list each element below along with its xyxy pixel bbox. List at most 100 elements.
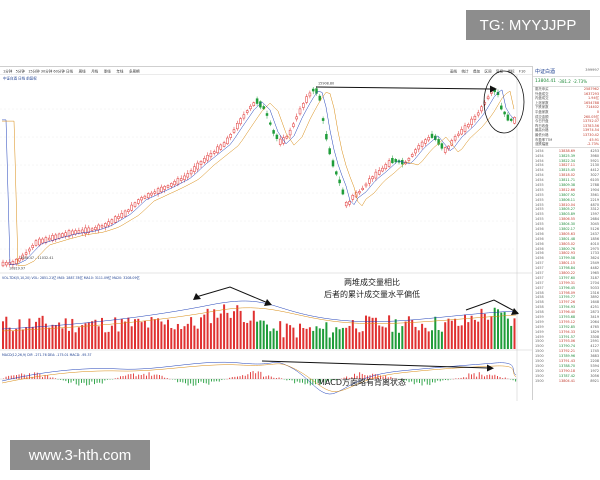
tick-row[interactable]: 1455 13806.11 2219 xyxy=(533,198,600,203)
tick-row[interactable]: 1500 13788.70 5394 xyxy=(533,364,600,369)
candle-up xyxy=(242,114,246,119)
tick-row[interactable]: 1458 13794.93 4251 xyxy=(533,305,600,310)
tick-row[interactable]: 1456 13800.76 2975 xyxy=(533,247,600,252)
toolbar-tool-2[interactable]: 叠加 xyxy=(473,69,481,74)
macd-bar-pos xyxy=(133,373,134,379)
toolbar-tool-3[interactable]: 区间 xyxy=(485,69,493,74)
candle-up xyxy=(8,262,11,265)
toolbar-period-10[interactable]: 多周期 xyxy=(129,69,140,74)
candle-up xyxy=(236,123,239,130)
candle-up xyxy=(1,261,5,267)
tick-row[interactable]: 1454 13818.02 3027 xyxy=(533,173,600,178)
macd-bar-pos xyxy=(473,373,475,379)
macd-bar-pos xyxy=(504,377,506,379)
tick-row[interactable]: 1457 13800.22 1965 xyxy=(533,271,600,276)
tick-row[interactable]: 1458 13795.77 3892 xyxy=(533,295,600,300)
tick-row[interactable]: 1455 13810.04 4870 xyxy=(533,203,600,208)
tick-row[interactable]: 1455 13805.27 3312 xyxy=(533,207,600,212)
volume-bar-up xyxy=(147,327,150,349)
volume-arrowhead-2 xyxy=(264,299,272,306)
macd-bar-neg xyxy=(88,379,90,385)
macd-bar-pos xyxy=(276,378,277,379)
tick-row[interactable]: 1500 13787.42 3056 xyxy=(533,374,600,379)
macd-bar-neg xyxy=(299,379,301,383)
tick-row[interactable]: 1500 13790.74 4127 xyxy=(533,344,600,349)
tick-row[interactable]: 1455 13806.55 2684 xyxy=(533,217,600,222)
tick-row[interactable]: 1457 13797.60 3187 xyxy=(533,276,600,281)
candle-up xyxy=(358,191,361,194)
toolbar-tool-1[interactable]: 统计 xyxy=(462,69,470,74)
tick-row[interactable]: 1500 13791.43 2208 xyxy=(533,359,600,364)
chart-area[interactable]: 1分钟 5分钟 15分钟 30分钟 60分钟 日线 周线 月线 季线 年线 多周期 画线 统计 叠加 区间复… xyxy=(0,66,532,401)
tick-time: 1455 xyxy=(535,212,544,217)
tick-row[interactable]: 1459 13794.33 1829 xyxy=(533,330,600,335)
tick-row[interactable]: 1455 13803.89 1597 xyxy=(533,212,600,217)
tick-row[interactable]: 1500 13790.18 1972 xyxy=(533,369,600,374)
quote-field-label: 内盘成交 xyxy=(535,96,549,101)
toolbar-period-1[interactable]: 5分钟 xyxy=(16,69,26,74)
candle-up xyxy=(14,258,18,264)
quote-field-label: 上涨家数 xyxy=(535,100,549,105)
quote-field-label: 下跌家数 xyxy=(535,105,549,110)
toolbar-period-7[interactable]: 月线 xyxy=(91,69,98,74)
tick-price: 13802.93 xyxy=(558,251,576,256)
macd-bar-pos xyxy=(343,377,345,379)
tick-row[interactable]: 1458 13797.26 1648 xyxy=(533,300,600,305)
tick-row[interactable]: 1457 13801.15 2549 xyxy=(533,261,600,266)
tick-row[interactable]: 1500 13793.06 2591 xyxy=(533,339,600,344)
volume-bar-up xyxy=(140,322,143,349)
toolbar-period-9[interactable]: 年线 xyxy=(116,69,123,74)
kline-chart[interactable]: 1分钟 5分钟 15分钟 30分钟 60分钟 日线 周线 月线 季线 年线 多周期 画线 统计 叠加 区间复… xyxy=(0,67,532,401)
tick-row[interactable]: 1459 13792.85 4765 xyxy=(533,325,600,330)
tick-row[interactable]: 1458 13796.40 2873 xyxy=(533,310,600,315)
tick-row[interactable]: 1459 13793.68 3419 xyxy=(533,315,600,320)
toolbar-period-0[interactable]: 1分钟 xyxy=(3,69,13,74)
tick-row[interactable]: 1455 13812.66 1904 xyxy=(533,188,600,193)
toolbar-tool-4[interactable]: 复权 xyxy=(496,69,504,74)
volume-bar-up xyxy=(384,327,387,349)
tick-row[interactable]: 1455 13809.38 2788 xyxy=(533,183,600,188)
volume-bar-up xyxy=(190,317,193,349)
tick-row[interactable]: 1456 13805.63 2437 xyxy=(533,232,600,237)
tick-row[interactable]: 1454 13811.71 6105 xyxy=(533,178,600,183)
macd-bar-neg xyxy=(200,379,202,382)
tick-row[interactable]: 1500 13789.96 3683 xyxy=(533,354,600,359)
tick-row[interactable]: 1456 13801.48 1856 xyxy=(533,237,600,242)
tick-row[interactable]: 1457 13799.31 2704 xyxy=(533,281,600,286)
toolbar-period-8[interactable]: 季线 xyxy=(104,69,111,74)
tick-row[interactable]: 1459 13795.12 2064 xyxy=(533,320,600,325)
toolbar-period-6[interactable]: 周线 xyxy=(79,69,86,74)
tick-time: 1455 xyxy=(535,197,544,202)
toolbar-period-3[interactable]: 30分钟 xyxy=(41,69,53,74)
tick-row[interactable]: 1456 13803.02 4010 xyxy=(533,242,600,247)
toolbar-tool-6[interactable]: F10 xyxy=(519,70,525,74)
tick-row[interactable]: 1457 13796.45 5033 xyxy=(533,286,600,291)
tick-row[interactable]: 1457 13798.84 4482 xyxy=(533,266,600,271)
tick-row[interactable]: 1456 13802.93 1733 xyxy=(533,251,600,256)
candle-up xyxy=(384,164,388,170)
tick-row[interactable]: 1454 13838.69 4253 xyxy=(533,149,600,154)
tick-row[interactable]: 1500 13792.21 1745 xyxy=(533,349,600,354)
toolbar-period-4[interactable]: 60分钟 xyxy=(53,69,65,74)
macd-bar-pos xyxy=(465,377,467,379)
candle-up xyxy=(374,171,378,179)
toolbar-period-2[interactable]: 15分钟 xyxy=(28,69,40,74)
tick-row[interactable]: 1458 13798.09 2316 xyxy=(533,291,600,296)
tick-price: 13800.22 xyxy=(558,270,576,275)
toolbar-tool-0[interactable]: 画线 xyxy=(450,69,458,74)
toolbar-tool-5[interactable]: 指标 xyxy=(508,69,516,74)
tick-row[interactable]: 1454 13825.39 3980 xyxy=(533,154,600,159)
tick-list[interactable]: 1454 13838.69 4253 1454 13825.39 3980 1454 1382… xyxy=(533,149,600,384)
tick-row[interactable]: 1455 13804.30 3045 xyxy=(533,222,600,227)
tick-row[interactable]: 1454 13822.34 5921 xyxy=(533,159,600,164)
tick-row[interactable]: 1454 13815.45 4412 xyxy=(533,168,600,173)
tick-row[interactable]: 1456 13799.58 3624 xyxy=(533,256,600,261)
tick-row[interactable]: 1454 13827.11 2130 xyxy=(533,163,600,168)
tick-row[interactable]: 1455 13807.92 3561 xyxy=(533,193,600,198)
macd-bar-neg xyxy=(439,379,441,382)
tick-row[interactable]: 1456 13802.17 5126 xyxy=(533,227,600,232)
tick-row[interactable]: 1500 13804.41 8921 xyxy=(533,379,600,384)
tick-row[interactable]: 1459 13791.57 3308 xyxy=(533,335,600,340)
toolbar-period-5[interactable]: 日线 xyxy=(66,69,73,74)
macd-bar-neg xyxy=(515,379,517,382)
